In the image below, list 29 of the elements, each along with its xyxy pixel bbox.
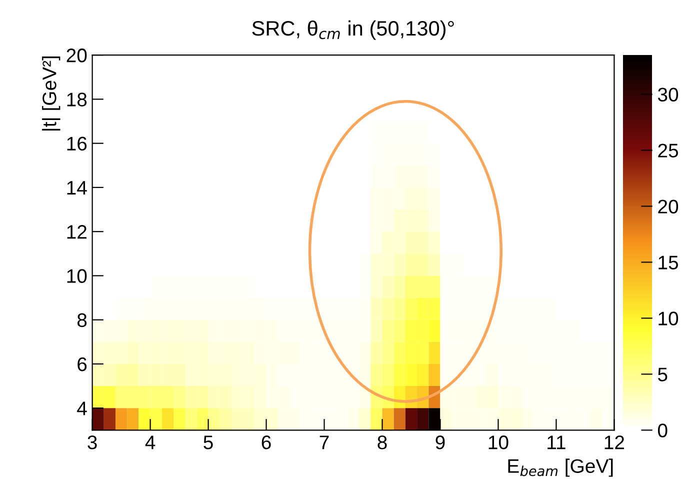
x-tick-label: 4 [145,436,156,450]
y-axis-title: |t| [GeV²] [42,56,60,130]
color-bar-label: 5 [658,368,668,382]
color-bar-label: 30 [658,88,678,102]
color-bar-label: 15 [658,256,678,270]
color-bar-label: 0 [658,424,668,438]
y-tick-label: 16 [67,136,87,151]
color-bar-label: 20 [658,200,678,214]
x-tick-label: 9 [436,436,445,450]
x-tick-label: 12 [604,436,624,450]
x-tick-label: 3 [88,436,97,450]
y-tick-label: 4 [77,402,87,416]
x-tick-label: 10 [488,436,508,450]
y-tick-label: 6 [78,357,87,372]
y-tick-label: 18 [67,92,87,106]
color-bar-label: 25 [658,144,678,158]
x-tick-label: 6 [262,436,271,450]
chart-title: SRC, θ$_{cm}$ in (50,130)° [252,20,454,40]
color-bar-label: 10 [658,312,678,326]
x-axis-title: E$_{beam}$ [GeV] [508,458,613,477]
x-tick-label: 11 [548,436,566,450]
x-tick-label: 8 [378,436,387,450]
y-tick-label: 20 [66,48,87,62]
y-tick-label: 14 [67,181,87,195]
x-tick-label: 5 [204,436,213,450]
y-tick-label: 10 [67,269,87,283]
y-tick-label: 12 [67,225,86,239]
x-tick-label: 7 [320,436,329,450]
y-tick-label: 8 [77,313,87,328]
